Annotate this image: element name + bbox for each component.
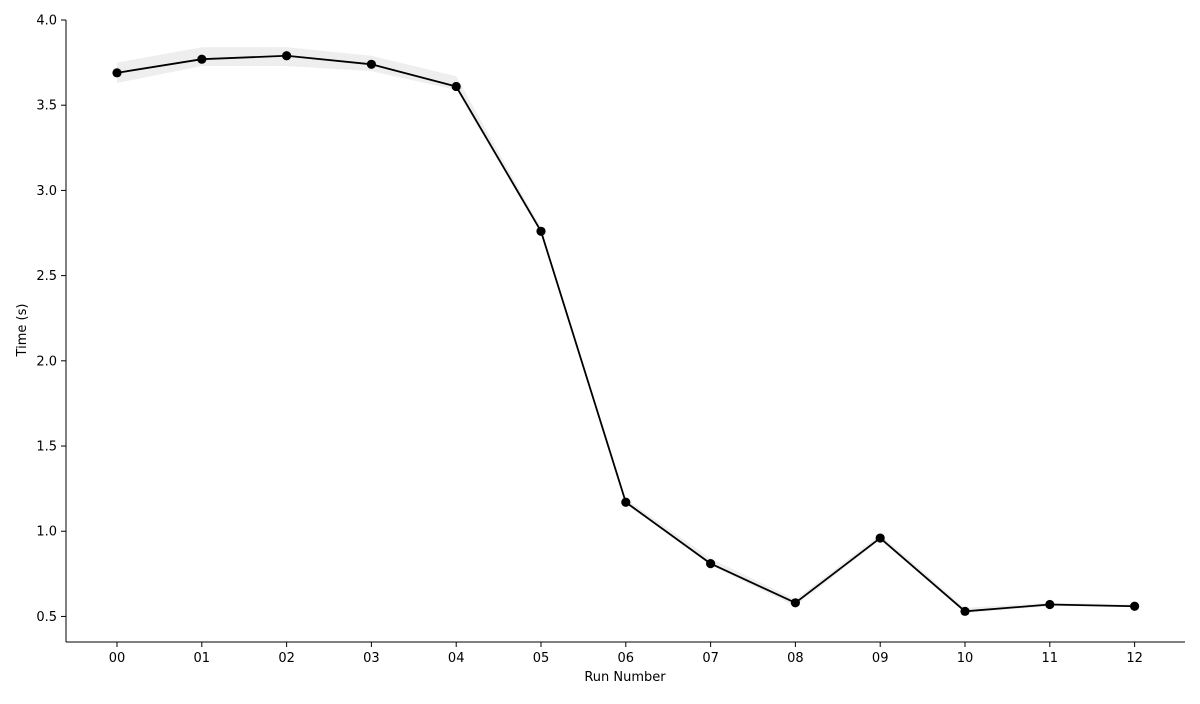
y-tick-label: 1.0: [36, 525, 57, 540]
x-axis-label: Run Number: [584, 670, 666, 685]
x-tick-label: 11: [1042, 651, 1059, 666]
data-point: [1045, 599, 1055, 610]
y-tick-label: 3.0: [36, 184, 57, 199]
x-tick-label: 10: [957, 651, 974, 666]
x-tick-label: 09: [872, 651, 889, 666]
data-point: [282, 51, 292, 61]
y-tick-label: 0.5: [36, 610, 57, 625]
data-points: [112, 51, 1140, 616]
x-tick-label: 08: [787, 651, 804, 666]
x-tick-label: 12: [1126, 651, 1143, 666]
y-tick-label: 2.5: [36, 269, 57, 284]
x-tick-label: 04: [448, 651, 465, 666]
x-tick-label: 02: [278, 651, 295, 666]
x-tick-label: 01: [194, 651, 211, 666]
y-tick-label: 2.0: [36, 354, 57, 369]
x-tick-label: 07: [702, 651, 719, 666]
y-tick-label: 1.5: [36, 440, 57, 455]
data-point: [536, 226, 546, 236]
y-tick-label: 3.5: [36, 99, 57, 114]
y-tick-label: 4.0: [36, 14, 57, 29]
data-point: [112, 68, 122, 78]
data-point: [621, 497, 631, 507]
data-point: [875, 533, 885, 543]
x-tick-label: 06: [618, 651, 635, 666]
data-point: [197, 54, 207, 64]
y-axis-label: Time (s): [15, 304, 30, 358]
x-tick-label: 05: [533, 651, 550, 666]
data-point: [451, 81, 461, 92]
x-tick-label: 00: [109, 651, 126, 666]
series-line-layer: [116, 54, 1135, 613]
data-point: [790, 598, 801, 608]
confidence-band-layer: [117, 47, 1135, 614]
data-point: [960, 606, 970, 616]
axes: [65, 20, 1185, 643]
data-point: [706, 559, 716, 569]
x-tick-label: 03: [363, 651, 380, 666]
data-point: [366, 59, 376, 69]
confidence-band: [117, 47, 1135, 614]
series-line: [116, 54, 1135, 613]
x-ticks: 00 01 02 03 04 05 06 07 08 09 10 11 12: [109, 642, 1143, 666]
y-ticks: 0.5 1.0 1.5 2.0 2.5 3.0 3.5 4.0: [36, 14, 66, 625]
data-point: [1130, 601, 1140, 611]
